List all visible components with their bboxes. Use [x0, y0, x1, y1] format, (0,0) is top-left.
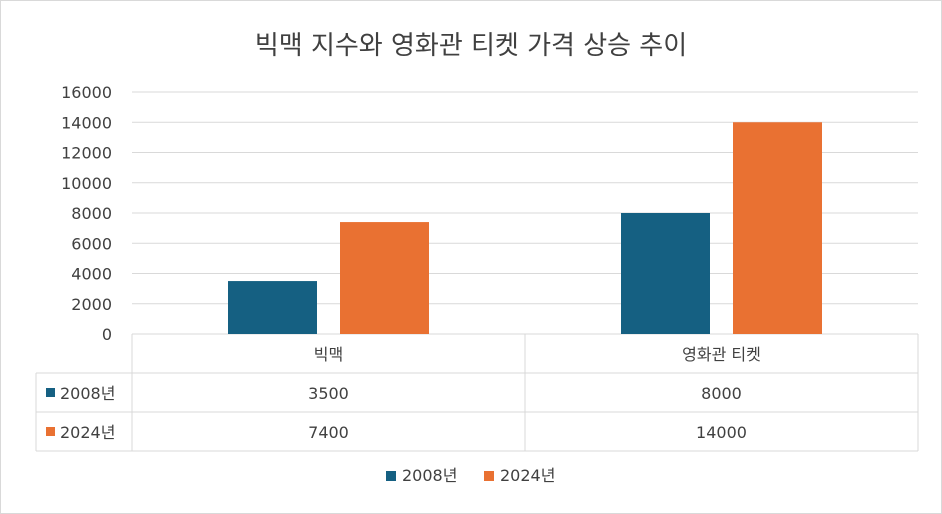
y-tick-label: 4000 [71, 265, 112, 284]
legend-label: 2024년 [500, 466, 555, 485]
chart-title: 빅맥 지수와 영화관 티켓 가격 상승 추이 [255, 31, 687, 61]
y-tick-label: 2000 [71, 295, 112, 314]
y-tick-label: 0 [102, 325, 112, 344]
bar-2-1 [621, 213, 710, 334]
bar-1-2 [340, 222, 429, 334]
y-tick-label: 12000 [61, 144, 112, 163]
category-label: 빅맥 [314, 345, 343, 364]
y-tick-label: 14000 [61, 113, 112, 132]
bar-2-2 [733, 122, 822, 334]
table-value: 3500 [308, 384, 349, 403]
legend-label: 2008년 [402, 466, 457, 485]
legend-swatch [386, 471, 396, 481]
y-tick-label: 6000 [71, 234, 112, 253]
table-legend-key [46, 427, 55, 436]
bar-1-1 [228, 281, 317, 334]
table-legend-key [46, 388, 55, 397]
y-axis-ticks: 0 2000 4000 6000 8000 10000 12000 14000 16000 [61, 83, 112, 344]
legend: 2008년 2024년 [386, 466, 555, 485]
table-value: 7400 [308, 423, 349, 442]
bars [228, 122, 822, 334]
category-label: 영화관 티켓 [682, 345, 761, 364]
legend-swatch [484, 471, 494, 481]
table-value: 8000 [701, 384, 742, 403]
table-series-name: 2024년 [60, 423, 115, 442]
table-value: 14000 [696, 423, 747, 442]
data-table: 빅맥 영화관 티켓 2008년 3500 8000 2024년 7400 14000 [35, 334, 919, 452]
table-series-name: 2008년 [60, 384, 115, 403]
y-tick-label: 10000 [61, 174, 112, 193]
y-tick-label: 16000 [61, 83, 112, 102]
y-tick-label: 8000 [71, 204, 112, 223]
